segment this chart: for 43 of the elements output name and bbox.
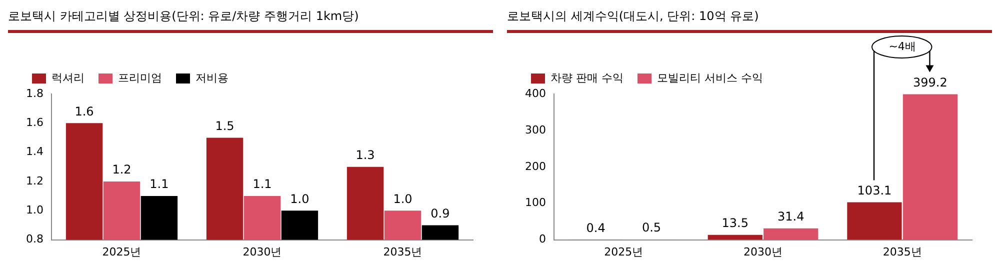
data-label: 31.4: [778, 209, 804, 224]
x-tick-label: 2035년: [882, 245, 922, 258]
data-label: 1.0: [290, 192, 310, 206]
data-label: 399.2: [913, 75, 948, 90]
data-label: 103.1: [857, 183, 892, 198]
x-tick-label: 2030년: [744, 245, 782, 258]
y-tick-label: 100: [524, 196, 546, 210]
bar: [847, 202, 902, 240]
x-tick-label: 2030년: [242, 245, 282, 258]
y-tick-label: 1.6: [26, 116, 44, 130]
y-tick-label: 1.2: [26, 174, 44, 188]
data-label: 0.4: [586, 220, 606, 235]
legend-label: 저비용: [196, 71, 228, 84]
text: ~4배: [888, 39, 917, 55]
data-label: 1.0: [393, 192, 412, 206]
x-tick-label: 2025년: [102, 245, 142, 258]
x-tick-label: 2025년: [604, 245, 644, 258]
data-label: 1.1: [150, 177, 169, 192]
legend-label: 모빌리티 서비스 수익: [656, 71, 763, 84]
y-tick-label: 400: [524, 86, 546, 100]
data-label: 1.1: [252, 177, 272, 192]
bar: [764, 228, 818, 240]
data-label: 1.2: [112, 162, 132, 177]
legend-label: 럭셔리: [52, 71, 84, 84]
data-label: 13.5: [722, 216, 748, 230]
y-tick-label: 0.8: [26, 232, 44, 246]
legend-label: 프리미엄: [118, 71, 162, 84]
x-tick-label: 2035년: [383, 245, 422, 258]
y-tick-label: 1.8: [26, 86, 44, 100]
y-tick-label: 200: [524, 160, 546, 173]
y-tick-label: 1.4: [26, 145, 44, 158]
chart-title: 로보택시의 세계수익(대도시, 단위: 10억 유로): [507, 8, 992, 33]
data-label: 0.9: [430, 206, 450, 220]
data-label: 1.5: [215, 118, 234, 133]
chart-title: 로보택시 카테고리별 상정비용(단위: 유로/차량 주행거리 1km당): [8, 8, 493, 33]
data-label: 1.3: [356, 148, 375, 162]
data-label: 1.6: [74, 104, 94, 118]
data-label: 0.5: [642, 220, 662, 235]
legend-label: 차량 판매 수익: [550, 71, 624, 84]
y-tick-label: 1.0: [26, 204, 44, 216]
y-tick-label: 300: [524, 123, 546, 136]
y-tick-label: 0: [538, 232, 546, 246]
bar: [708, 234, 762, 240]
